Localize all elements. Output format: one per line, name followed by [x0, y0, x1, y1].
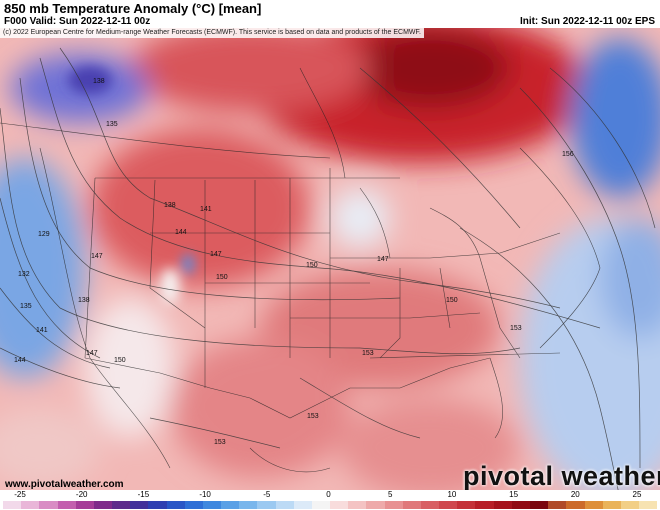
colorbar-swatch — [493, 501, 512, 509]
colorbar-swatch — [420, 501, 440, 509]
colorbar-swatch — [21, 501, 40, 509]
colorbar-swatch — [620, 501, 640, 509]
colorbar-tick-label: -20 — [75, 490, 88, 499]
contour-label: 153 — [510, 325, 522, 332]
colorbar-swatch — [457, 501, 476, 509]
anomaly-field — [0, 28, 660, 498]
colorbar-scale — [3, 501, 658, 509]
contour-label: 147 — [210, 251, 222, 258]
colorbar-swatch — [57, 501, 76, 509]
colorbar-swatch — [184, 501, 203, 509]
valid-time: F000 Valid: Sun 2022-12-11 00z — [4, 16, 151, 27]
contour-label: 150 — [114, 357, 126, 364]
colorbar-swatch — [311, 501, 331, 509]
colorbar-swatch — [166, 501, 185, 509]
contour-label: 138 — [78, 297, 90, 304]
contour-label: 135 — [106, 121, 118, 128]
contour-label: 144 — [175, 229, 187, 236]
colorbar-swatch — [202, 501, 222, 509]
colorbar-swatch — [602, 501, 621, 509]
colorbar-swatch — [257, 501, 276, 509]
colorbar-swatch — [566, 501, 585, 509]
contour-label: 141 — [200, 206, 212, 213]
colorbar-swatch — [548, 501, 567, 509]
contour-label: 150 — [446, 297, 458, 304]
colorbar-tick-label: 0 — [326, 490, 331, 499]
colorbar-swatch — [330, 501, 349, 509]
contour-label: 156 — [562, 151, 574, 158]
colorbar-swatch — [112, 501, 131, 509]
colorbar-swatch — [130, 501, 149, 509]
colorbar-tick-label: -10 — [199, 490, 211, 499]
colorbar-swatch — [402, 501, 421, 509]
contour-label: 150 — [306, 262, 318, 269]
colorbar-tick-label: 20 — [570, 490, 580, 499]
init-time: Init: Sun 2022-12-11 00z EPS — [519, 16, 655, 27]
colorbar-swatch — [221, 501, 240, 509]
contour-label: 147 — [91, 253, 103, 260]
anomaly-map: 138 135 132 129 135 138 141 144 147 150 … — [0, 28, 660, 498]
colorbar-tick-label: 5 — [387, 490, 393, 499]
colorbar-swatch — [93, 501, 113, 509]
contour-label: 144 — [14, 357, 26, 364]
colorbar-swatch — [475, 501, 494, 509]
contour-label: 129 — [38, 231, 50, 238]
colorbar-swatch — [39, 501, 58, 509]
colorbar-swatch — [529, 501, 549, 509]
contour-label: 138 — [93, 78, 105, 85]
ecmwf-credit: (c) 2022 European Centre for Medium-rang… — [0, 28, 424, 38]
map-title: 850 mb Temperature Anomaly (°C) [mean] — [4, 1, 262, 16]
contour-label: 153 — [307, 413, 319, 420]
geopotential-contours — [0, 47, 656, 498]
contour-label: 147 — [377, 256, 389, 263]
colorbar-tick-label: 25 — [632, 490, 642, 499]
colorbar-swatch — [348, 501, 367, 509]
brand-logo: pivotal weather — [463, 461, 660, 491]
colorbar-swatch — [239, 501, 258, 509]
contour-label: 132 — [18, 271, 30, 278]
colorbar: -25 -20 -15 -10 -5 0 5 10 15 20 25 — [0, 490, 660, 510]
colorbar-swatch — [384, 501, 403, 509]
colorbar-swatch — [275, 501, 294, 509]
colorbar-swatch — [366, 501, 385, 509]
contour-label: 150 — [216, 274, 228, 281]
colorbar-swatch — [75, 501, 94, 509]
contour-label: 135 — [20, 303, 32, 310]
colorbar-tick-label: -5 — [263, 490, 271, 499]
colorbar-tick-label: 15 — [509, 490, 519, 499]
contour-label: 153 — [214, 439, 226, 446]
colorbar-swatch — [148, 501, 167, 509]
contour-label: 141 — [36, 327, 48, 334]
colorbar-tick-label: -25 — [14, 490, 26, 499]
contour-label: 147 — [86, 350, 98, 357]
contour-labels: 138 135 132 129 135 138 141 144 147 150 … — [14, 78, 574, 446]
colorbar-swatch — [639, 501, 658, 509]
contour-label: 153 — [362, 350, 374, 357]
colorbar-swatch — [293, 501, 312, 509]
colorbar-swatch — [584, 501, 603, 509]
colorbar-swatch — [439, 501, 458, 509]
website-label: www.pivotalweather.com — [5, 479, 124, 490]
contour-label: 138 — [164, 202, 176, 209]
colorbar-swatch — [3, 501, 22, 509]
political-boundaries — [0, 67, 601, 473]
colorbar-tick-label: 10 — [447, 490, 457, 499]
colorbar-tick-label: -15 — [137, 490, 150, 499]
colorbar-swatch — [511, 501, 530, 509]
